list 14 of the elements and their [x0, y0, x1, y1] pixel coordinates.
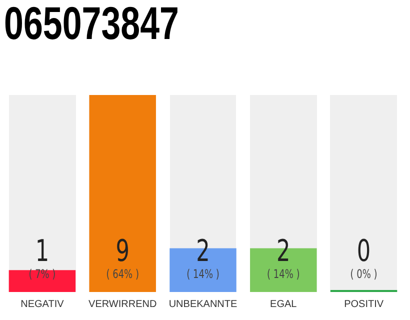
x-tick-label: POSITIV: [344, 298, 384, 310]
data-label: 9: [116, 234, 130, 270]
annotation: ( 7% ): [28, 268, 56, 282]
x-tick-label: NEGATIV: [20, 298, 64, 310]
annotation: ( 64% ): [106, 268, 139, 282]
data-label: 0: [356, 234, 371, 270]
annotation: ( 14% ): [267, 268, 300, 282]
x-tick-label: VERWIRREND: [88, 298, 157, 310]
annotation: ( 0% ): [350, 268, 378, 282]
chart-title: 065073847: [4, 0, 179, 50]
x-tick-label: UNBEKANNTE: [168, 298, 238, 310]
annotation: ( 14% ): [186, 268, 220, 282]
data-label: 1: [35, 234, 50, 270]
x-tick-label: EGAL: [270, 298, 298, 310]
